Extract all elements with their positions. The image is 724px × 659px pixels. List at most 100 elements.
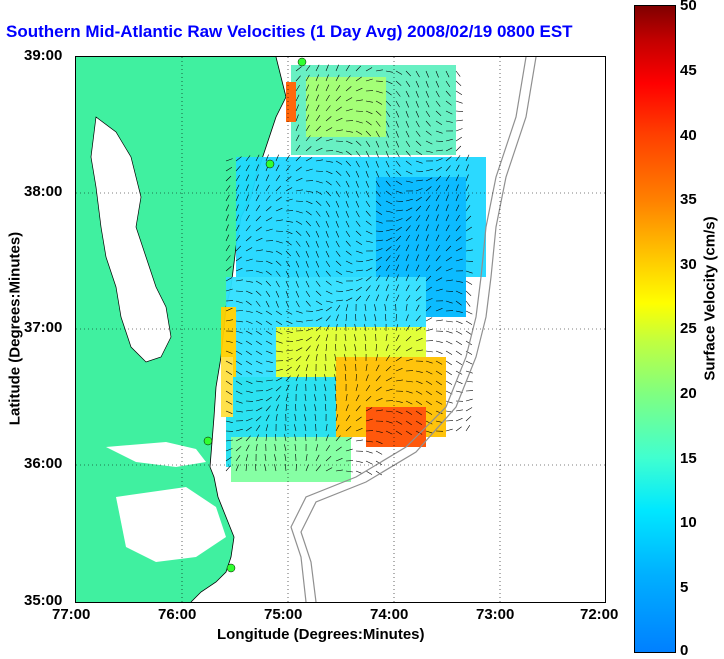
velocity-arrow [274, 444, 277, 452]
velocity-arrow [355, 110, 364, 112]
velocity-arrow [305, 373, 307, 382]
velocity-arrow [245, 310, 253, 313]
velocity-arrow [465, 425, 471, 432]
velocity-arrow [465, 310, 473, 315]
velocity-arrow [385, 246, 392, 252]
velocity-arrow [295, 94, 300, 102]
velocity-arrow [425, 265, 431, 272]
velocity-arrow [375, 275, 381, 282]
velocity-arrow [375, 190, 381, 197]
velocity-arrow [375, 354, 379, 362]
velocity-arrow [315, 240, 319, 248]
velocity-arrow [355, 87, 363, 92]
velocity-arrow [285, 230, 293, 235]
velocity-arrow [275, 230, 284, 232]
velocity-arrow [315, 136, 322, 142]
velocity-arrow [265, 260, 273, 265]
velocity-arrow [275, 260, 282, 266]
x-tick-label: 77:00 [52, 606, 91, 623]
velocity-arrow [445, 350, 453, 355]
velocity-arrow [285, 358, 293, 362]
velocity-arrow [275, 185, 282, 192]
velocity-arrow [465, 320, 473, 325]
velocity-arrow [395, 264, 400, 272]
velocity-arrow [425, 177, 433, 182]
velocity-arrow [395, 200, 404, 202]
velocity-arrow [455, 258, 463, 262]
velocity-arrow [355, 99, 363, 102]
velocity-arrow [374, 314, 377, 322]
velocity-arrow [425, 204, 430, 212]
velocity-arrow [315, 250, 319, 258]
velocity-arrow [465, 300, 471, 307]
velocity-arrow [325, 230, 329, 238]
velocity-arrow [455, 418, 463, 422]
velocity-arrow [465, 184, 470, 192]
velocity-arrow [395, 218, 403, 222]
velocity-arrow [265, 280, 272, 287]
velocity-arrow [425, 298, 433, 302]
velocity-arrow [335, 150, 343, 154]
velocity-arrow [405, 160, 412, 166]
velocity-arrow [365, 67, 373, 72]
velocity-arrow [415, 150, 423, 155]
velocity-arrow [405, 314, 409, 322]
velocity-arrow [395, 209, 403, 212]
velocity-arrow [295, 347, 303, 352]
velocity-arrow [365, 285, 371, 292]
velocity-arrow [415, 234, 420, 242]
velocity-arrow [375, 265, 382, 272]
velocity-arrow [375, 69, 383, 72]
velocity-arrow [364, 324, 367, 332]
velocity-arrow [235, 156, 242, 162]
colorbar-tick: 10 [680, 514, 697, 531]
velocity-arrow [305, 250, 309, 258]
velocity-arrow [365, 200, 371, 208]
velocity-arrow [235, 410, 243, 413]
velocity-arrow [255, 194, 260, 202]
velocity-arrow [285, 260, 291, 267]
velocity-arrow [225, 380, 232, 386]
velocity-arrow [295, 240, 301, 247]
velocity-arrow [225, 266, 232, 272]
velocity-arrow [315, 344, 319, 352]
x-tick-label: 74:00 [370, 606, 409, 623]
velocity-arrow [264, 464, 267, 472]
velocity-arrow [325, 127, 333, 132]
velocity-arrow [235, 428, 243, 432]
velocity-arrow [305, 364, 309, 372]
velocity-arrow [355, 220, 361, 227]
x-tick-label: 75:00 [264, 606, 303, 623]
velocity-arrow [445, 204, 449, 212]
velocity-arrow [245, 426, 252, 432]
velocity-arrow [455, 380, 463, 384]
velocity-arrow [425, 168, 433, 172]
velocity-arrow [465, 174, 469, 182]
velocity-arrow [425, 254, 430, 262]
velocity-arrow [295, 145, 301, 152]
velocity-arrow [345, 220, 350, 228]
velocity-arrow [435, 130, 443, 134]
velocity-arrow [245, 184, 249, 192]
velocity-arrow [385, 264, 390, 272]
velocity-arrow [385, 355, 391, 362]
velocity-arrow [385, 294, 389, 302]
velocity-arrow [265, 195, 271, 202]
velocity-arrow [315, 125, 322, 132]
velocity-arrow [235, 340, 243, 345]
velocity-arrow [235, 390, 243, 395]
velocity-arrow [375, 210, 383, 215]
map-plot-area[interactable] [75, 56, 606, 603]
velocity-arrow [335, 403, 337, 412]
velocity-arrow [225, 158, 233, 162]
velocity-arrow [365, 78, 373, 82]
velocity-arrow [245, 164, 250, 172]
velocity-arrow [335, 106, 342, 112]
velocity-arrow [375, 150, 379, 158]
velocity-arrow [465, 398, 473, 402]
velocity-arrow [225, 420, 233, 423]
velocity-arrow [305, 168, 313, 172]
velocity-arrow [375, 110, 382, 116]
velocity-arrow [455, 155, 461, 162]
velocity-arrow [305, 74, 310, 82]
